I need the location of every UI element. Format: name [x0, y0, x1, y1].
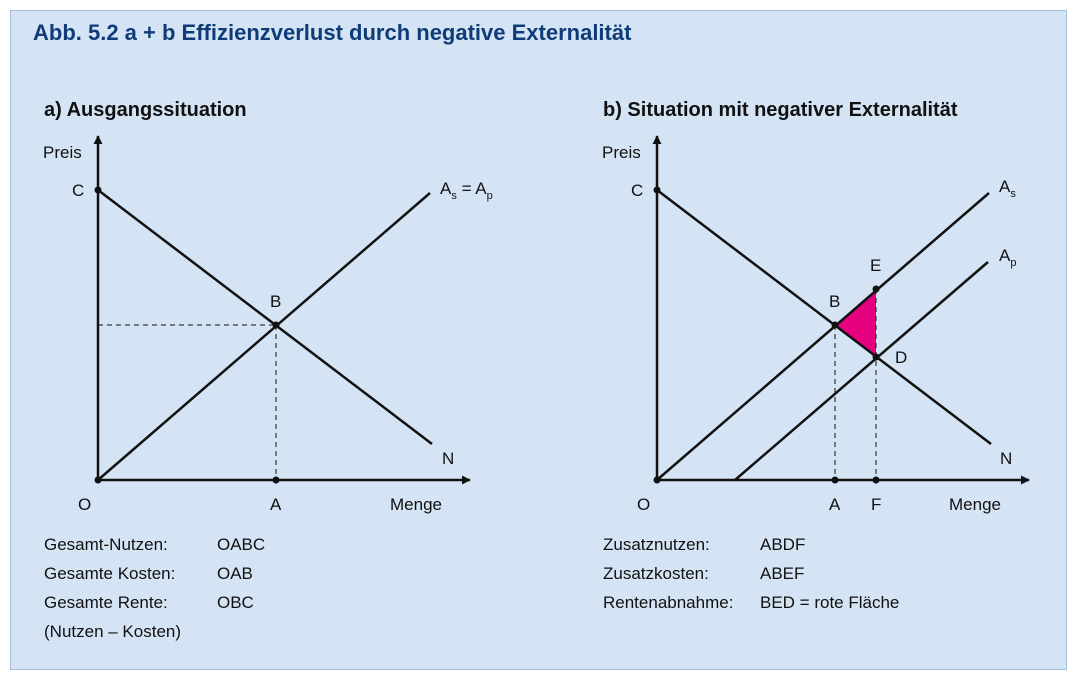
panel-b-point-a — [831, 476, 839, 484]
panel-b-label-e: E — [870, 256, 881, 275]
panel-a-point-o — [94, 476, 102, 484]
panel-a-legend: Gesamt-Nutzen: OABC Gesamte Kosten: OAB Ge… — [44, 530, 265, 646]
legend-value: ABDF — [760, 535, 806, 554]
panel-a-demand-line — [97, 189, 433, 445]
legend-value: OAB — [217, 564, 253, 583]
legend-key: Zusatznutzen: — [603, 535, 710, 554]
panel-b-point-f — [872, 476, 880, 484]
panel-b-point-e — [872, 285, 880, 293]
panel-b-label-b: B — [829, 292, 840, 311]
panel-a-curve-label: As = Ap — [440, 179, 493, 202]
legend-key: (Nutzen – Kosten) — [44, 622, 182, 641]
panel-a-x-axis-label: Menge — [390, 495, 442, 514]
panel-b-label-n: N — [1000, 449, 1012, 468]
legend-value: OBC — [217, 593, 254, 612]
panel-b-social-supply-line — [656, 192, 990, 481]
panel-a: a) Ausgangssituation Preis C B O A N Men… — [43, 99, 493, 514]
legend-row: Zusatznutzen: ABDF — [603, 530, 899, 559]
panel-b: b) Situation mit negativer Externalität … — [602, 99, 1030, 514]
legend-key: Zusatzkosten: — [603, 564, 709, 583]
panel-b-label-o: O — [637, 495, 650, 514]
legend-row: Gesamte Rente: OBC — [44, 588, 265, 617]
legend-row: Zusatzkosten: ABEF — [603, 559, 899, 588]
panel-b-point-c — [653, 186, 661, 194]
panel-a-y-axis-label: Preis — [43, 143, 82, 162]
legend-value: OABC — [217, 535, 266, 554]
legend-key: Gesamte Rente: — [44, 593, 168, 612]
legend-key: Gesamt-Nutzen: — [44, 535, 168, 554]
panel-a-point-b — [272, 321, 280, 329]
panel-a-label-o: O — [78, 495, 91, 514]
panel-b-legend: Zusatznutzen: ABDF Zusatzkosten: ABEF Rent… — [603, 530, 899, 617]
panel-b-label-f: F — [871, 495, 881, 514]
figure-frame — [10, 10, 1067, 670]
panel-b-point-o — [653, 476, 661, 484]
legend-key: Gesamte Kosten: — [44, 564, 176, 583]
legend-value: BED = rote Fläche — [760, 593, 900, 612]
panel-a-label-b: B — [270, 292, 281, 311]
panel-a-label-n: N — [442, 449, 454, 468]
legend-row: Rentenabnahme: BED = rote Fläche — [603, 588, 899, 617]
panel-b-deadweight-loss-area — [835, 289, 876, 357]
figure-title: Abb. 5.2 a + b Effizienzverlust durch ne… — [33, 20, 632, 45]
panel-b-label-c: C — [631, 181, 643, 200]
legend-key: Rentenabnahme: — [603, 593, 734, 612]
panel-a-label-a: A — [270, 495, 282, 514]
panel-b-x-axis-label: Menge — [949, 495, 1001, 514]
panel-b-label-a: A — [829, 495, 841, 514]
panel-a-heading: a) Ausgangssituation — [44, 99, 247, 121]
legend-row: Gesamt-Nutzen: OABC — [44, 530, 265, 559]
panel-a-label-c: C — [72, 181, 84, 200]
panel-b-point-d — [872, 353, 880, 361]
panel-a-point-c — [94, 186, 102, 194]
legend-row: (Nutzen – Kosten) — [44, 617, 265, 646]
panel-b-demand-line — [656, 189, 992, 445]
legend-row: Gesamte Kosten: OAB — [44, 559, 265, 588]
panel-b-private-supply-line — [734, 261, 989, 481]
panel-b-social-curve-label: As — [999, 177, 1016, 200]
panel-b-y-axis-label: Preis — [602, 143, 641, 162]
legend-value: ABEF — [760, 564, 805, 583]
panel-b-label-d: D — [895, 348, 907, 367]
panel-a-supply-line — [97, 192, 431, 481]
panel-b-heading: b) Situation mit negativer Externalität — [603, 99, 958, 121]
panel-b-private-curve-label: Ap — [999, 246, 1016, 269]
panel-b-point-b — [831, 321, 839, 329]
panel-a-point-a — [272, 476, 280, 484]
